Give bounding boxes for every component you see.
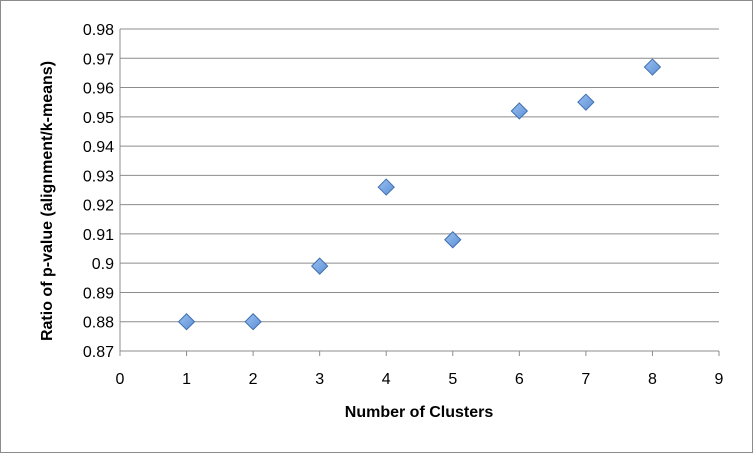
data-point: [643, 58, 662, 76]
y-tick-label: 0.87: [83, 344, 114, 361]
data-point: [310, 257, 329, 275]
x-tick-label: 3: [315, 371, 324, 388]
x-tick-label: 7: [581, 371, 590, 388]
data-point: [377, 178, 395, 196]
y-tick-label: 0.91: [83, 227, 114, 244]
y-tick-label: 0.92: [83, 198, 114, 215]
y-tick-label: 0.95: [83, 110, 114, 127]
axes: [119, 29, 720, 356]
x-tick-label: 0: [116, 371, 125, 388]
data-point: [244, 313, 262, 331]
data-point: [577, 93, 595, 111]
y-tick-label: 0.93: [83, 168, 114, 185]
data-point: [177, 313, 196, 331]
x-tick-label: 5: [448, 371, 457, 388]
gridlines: [120, 28, 719, 323]
x-tick-label: 1: [182, 371, 191, 388]
y-tick-label: 0.89: [83, 285, 114, 302]
y-axis-title: Ratio of p-value (alignment/k-means): [39, 61, 56, 341]
x-tick-label: 8: [648, 371, 657, 388]
y-tick-label: 0.9: [92, 256, 114, 273]
x-axis-title: Number of Clusters: [345, 404, 494, 421]
x-tick-label: 4: [382, 371, 391, 388]
x-tick-labels: 0 1 2 3 4 5 6 7 8 9: [116, 371, 724, 388]
x-tick-label: 9: [715, 371, 724, 388]
y-tick-labels: 0.87 0.88 0.89 0.9 0.91 0.92 0.93 0.94 0.95 0.96 0…: [83, 22, 114, 361]
data-point: [444, 231, 462, 249]
x-tick-label: 2: [249, 371, 258, 388]
y-tick-label: 0.88: [83, 315, 114, 332]
y-tick-label: 0.98: [83, 22, 114, 39]
x-tick-label: 6: [515, 371, 524, 388]
y-tick-label: 0.94: [83, 139, 114, 156]
y-tick-label: 0.97: [83, 51, 114, 68]
data-points: [177, 58, 662, 331]
y-tick-label: 0.96: [83, 81, 114, 98]
data-point: [510, 102, 529, 120]
